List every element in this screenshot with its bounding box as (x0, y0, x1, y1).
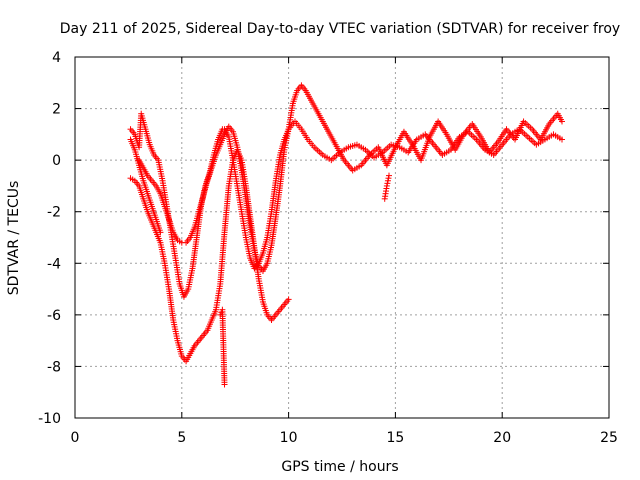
data-point (221, 381, 228, 388)
y-tick-label: -4 (47, 256, 61, 272)
y-tick-label: 2 (52, 102, 61, 118)
data-point (384, 177, 391, 184)
x-tick-label: 5 (177, 430, 186, 446)
y-tick-label: 4 (52, 50, 61, 66)
x-tick-label: 20 (493, 430, 511, 446)
data-point (559, 118, 566, 125)
x-tick-label: 0 (71, 430, 80, 446)
grid-lines (75, 57, 609, 418)
y-tick-label: -6 (47, 308, 61, 324)
y-tick-labels: -10 -8 -6 -4 -2 0 2 4 (38, 50, 61, 427)
axis-ticks (74, 56, 610, 419)
y-tick-label: 0 (52, 153, 61, 169)
y-tick-label: -8 (47, 359, 61, 375)
data-point (384, 180, 391, 187)
x-tick-label: 15 (386, 430, 404, 446)
x-tick-label: 25 (600, 430, 618, 446)
x-tick-labels: 0 5 10 15 20 25 (71, 430, 618, 446)
plot-frame (74, 56, 610, 419)
data-point (383, 182, 390, 189)
data-point (385, 175, 392, 182)
chart-title: Day 211 of 2025, Sidereal Day-to-day VTE… (60, 21, 620, 37)
y-tick-label: -10 (38, 411, 61, 427)
data-point (559, 136, 566, 143)
data-point (285, 296, 292, 303)
y-tick-label: -2 (47, 205, 61, 221)
y-axis-label: SDTVAR / TECUs (6, 181, 22, 296)
data-point (157, 229, 164, 236)
x-axis-label: GPS time / hours (281, 459, 398, 475)
data-point (385, 172, 392, 179)
data-points (127, 82, 566, 388)
x-tick-label: 10 (280, 430, 298, 446)
